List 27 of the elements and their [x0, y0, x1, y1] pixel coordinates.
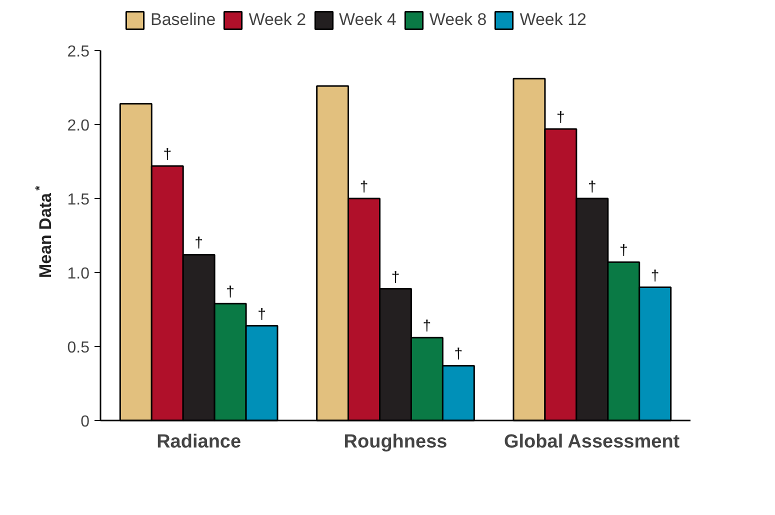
legend-label: Week 4 [339, 10, 396, 30]
legend-label: Baseline [150, 10, 216, 30]
data-label: † [422, 318, 432, 335]
x-tick-label: Global Assessment [504, 432, 680, 452]
data-label: † [194, 234, 204, 252]
data-label: † [163, 146, 172, 163]
y-tick-label: 2.5 [67, 44, 90, 60]
y-tick-label: 1.0 [67, 266, 90, 282]
data-label: † [454, 346, 463, 363]
y-tick-label: 0.5 [67, 340, 90, 356]
x-tick-label: Radiance [156, 432, 242, 452]
data-label: † [258, 306, 266, 323]
data-label: † [556, 108, 565, 126]
y-axis-title: Mean Data* [32, 186, 55, 278]
legend-label: Week 8 [429, 10, 487, 30]
x-tick-label: Roughness [344, 432, 448, 452]
y-tick-label: 1.5 [67, 192, 90, 208]
data-label: † [391, 268, 400, 286]
data-label: † [360, 178, 368, 196]
data-label: † [226, 284, 234, 301]
data-label: † [619, 242, 628, 260]
data-label: † [650, 267, 660, 284]
y-tick-label: 0 [80, 414, 90, 430]
legend-label: Week 2 [248, 10, 306, 30]
y-tick-label: 2.0 [67, 118, 90, 134]
data-label: † [588, 178, 596, 196]
legend-label: Week 12 [520, 10, 586, 30]
